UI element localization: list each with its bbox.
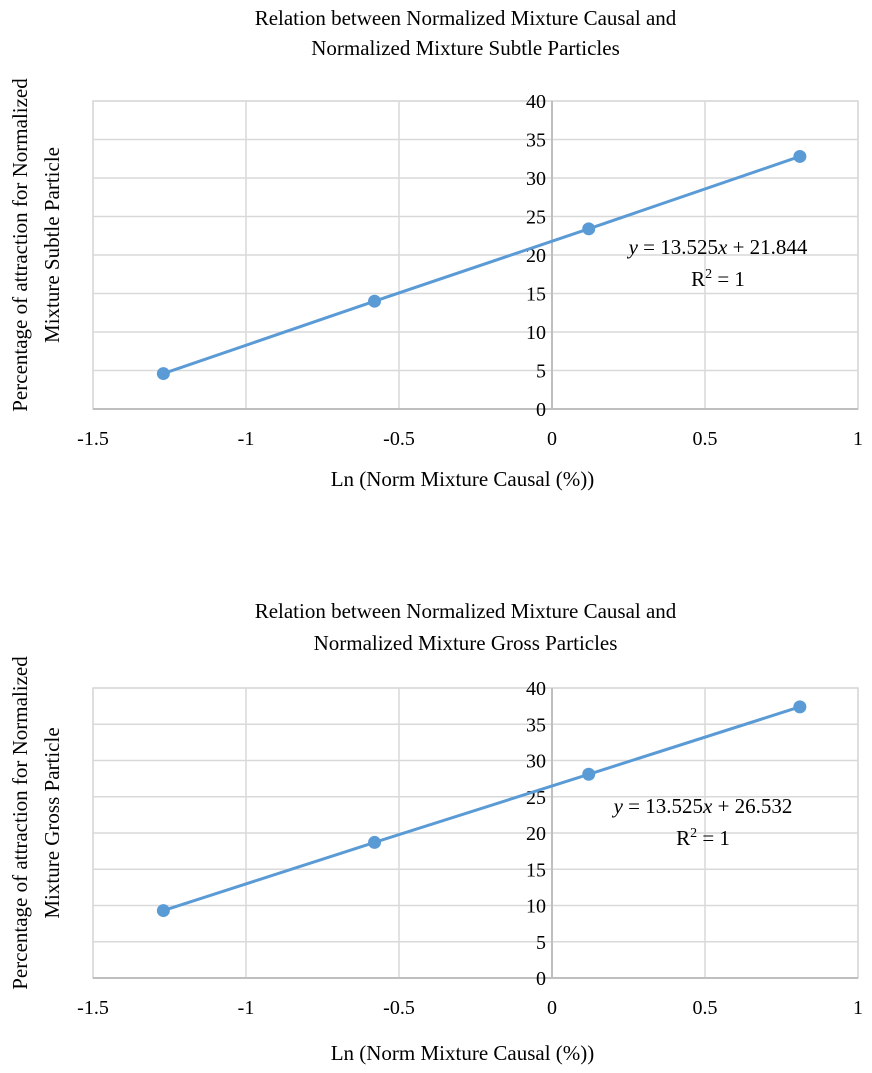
chart-2-y-tick-label-2: 10 [526,896,546,918]
chart-1-y-axis-title-line-1: Percentage of attraction for Normalized [8,78,32,412]
chart-2-x-tick-label-4: 0.5 [693,997,718,1019]
chart-2-x-tick-label-0: -1.5 [77,997,109,1019]
chart-2-y-tick-label-6: 30 [526,751,546,773]
chart-2-x-tick-label-5: 1 [853,997,863,1019]
chart-2-title-line-2: Normalized Mixture Gross Particles [314,631,618,655]
chart-2-y-tick-label-1: 5 [536,932,546,954]
chart-1-x-tick-label-0: -1.5 [77,428,109,450]
chart-1-x-tick-label-1: -1 [238,428,255,450]
chart-2-svg: Relation between Normalized Mixture Caus… [8,599,863,1065]
chart-1-y-axis-title-line-2: Mixture Subtle Particle [40,147,64,343]
chart-1-y-tick-label-3: 15 [526,284,546,306]
chart-2-y-tick-label-8: 40 [526,678,546,700]
chart-1-x-tick-label-4: 0.5 [693,428,718,450]
chart-1-y-tick-label-8: 40 [526,91,546,113]
chart-2-r2-suffix: = 1 [697,826,730,850]
chart-2-x-tick-label-1: -1 [238,997,255,1019]
chart-1-equation-part-3: + 21.844 [727,235,808,259]
chart-2-trendline-equation: y = 13.525x + 26.532 [612,794,793,818]
chart-1-data-point-4 [793,149,807,163]
chart-1-y-tick-label-1: 5 [536,361,546,383]
chart-1-equation-part-1: = 13.525 [638,235,718,259]
chart-2-data-point-2 [368,835,382,849]
chart-2-title-line-1: Relation between Normalized Mixture Caus… [255,599,677,623]
chart-1-x-tick-label-3: 0 [547,428,557,450]
chart-2-y-axis-title-line-1: Percentage of attraction for Normalized [8,656,32,990]
chart-2-data-point-3 [582,767,596,781]
chart-1-y-tick-label-5: 25 [526,207,546,229]
chart-1-r2-sup: 2 [705,267,712,282]
chart-1-x-tick-label-5: 1 [853,428,863,450]
chart-1-y-tick-label-0: 0 [536,399,546,421]
chart-2-data-point-4 [793,700,807,714]
chart-1-x-tick-label-2: -0.5 [383,428,415,450]
chart-2-equation-part-3: + 26.532 [712,794,792,818]
chart-1-title-line-1: Relation between Normalized Mixture Caus… [255,6,677,30]
chart-1-y-tick-label-7: 35 [526,130,546,152]
chart-1-equation-part-0: y [627,235,639,259]
chart-1-x-axis-title: Ln (Norm Mixture Causal (%)) [331,467,595,491]
chart-1-data-point-3 [582,222,596,236]
chart-1-svg: Relation between Normalized Mixture Caus… [8,6,863,491]
chart-2-y-tick-label-0: 0 [536,968,546,990]
chart-1-data-point-1 [156,367,170,381]
chart-1-trendline-equation: y = 13.525x + 21.844 [627,235,808,259]
chart-1-r-squared: R2 = 1 [691,267,745,291]
chart-1-series-line [162,155,801,375]
chart-2-equation-part-2: x [702,794,713,818]
chart-2-x-tick-label-2: -0.5 [383,997,415,1019]
chart-2-r-squared: R2 = 1 [676,826,730,850]
chart-2-x-tick-label-3: 0 [547,997,557,1019]
chart-1-r2-prefix: R [691,267,705,291]
chart-1-y-tick-label-6: 30 [526,168,546,190]
chart-1-equation-part-2: x [717,235,728,259]
chart-2-x-axis-title: Ln (Norm Mixture Causal (%)) [331,1041,595,1065]
chart-2-y-tick-label-3: 15 [526,859,546,881]
chart-2-series-line [162,705,801,913]
chart-2-r2-prefix: R [676,826,690,850]
chart-subtle-particles: Relation between Normalized Mixture Caus… [8,6,863,491]
chart-1-data-point-2 [368,294,382,308]
chart-2-data-point-1 [156,904,170,918]
chart-2-y-tick-label-7: 35 [526,714,546,736]
chart-1-title-line-2: Normalized Mixture Subtle Particles [311,36,620,60]
chart-1-r2-suffix: = 1 [712,267,745,291]
chart-1-y-tick-label-2: 10 [526,322,546,344]
chart-2-y-axis-title-line-2: Mixture Gross Particle [40,727,64,918]
chart-gross-particles: Relation between Normalized Mixture Caus… [0,588,872,1073]
chart-2-r2-sup: 2 [690,826,697,841]
chart-2-y-tick-label-4: 20 [526,823,546,845]
chart-2-equation-part-0: y [612,794,624,818]
chart-1-y-tick-label-4: 20 [526,245,546,267]
chart-2-equation-part-1: = 13.525 [623,794,703,818]
